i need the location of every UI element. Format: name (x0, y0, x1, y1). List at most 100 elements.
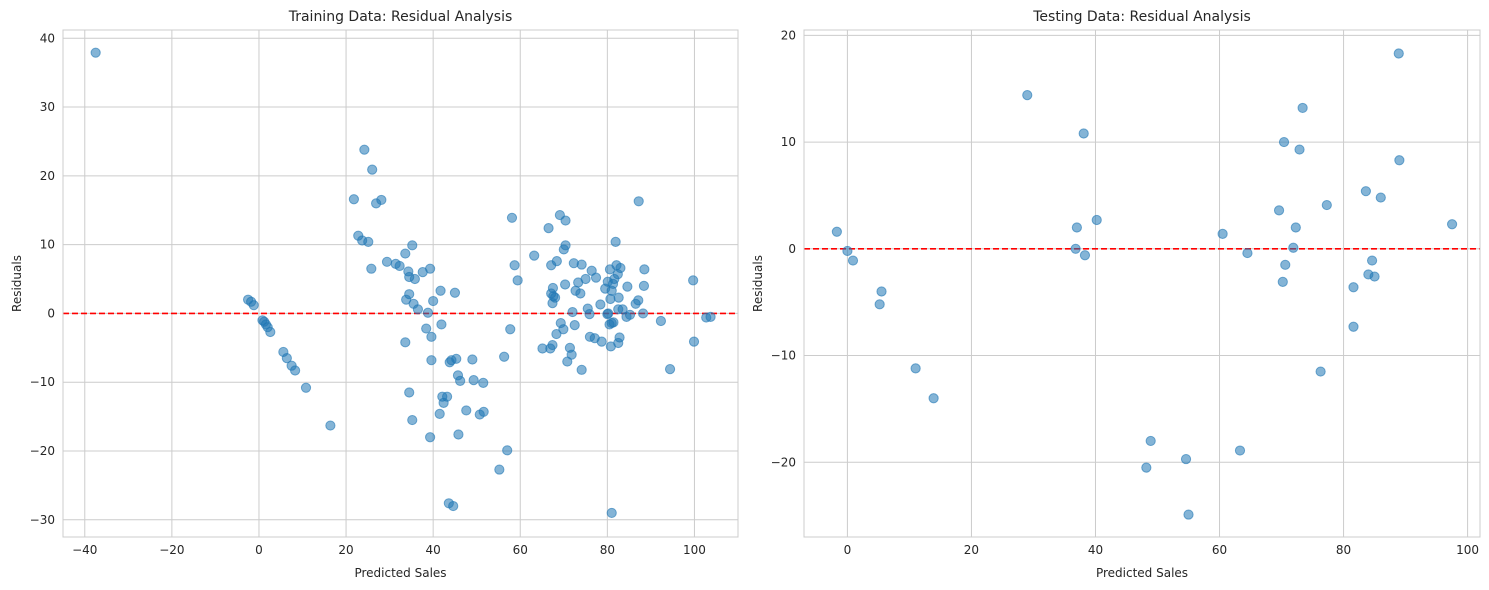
training-data-point (576, 259, 587, 270)
training-data-point (422, 307, 434, 318)
training-data-point (300, 382, 312, 393)
training-data-point (512, 275, 523, 286)
testing-y-tick-label: 10 (781, 135, 796, 149)
training-data-point (367, 164, 378, 175)
training-data-point (584, 309, 595, 320)
training-data-point (590, 272, 602, 283)
training-plot-frame (62, 29, 739, 538)
training-data-point (376, 194, 387, 206)
testing-y-axis-label: Residuals (751, 255, 765, 312)
training-data-point (638, 280, 650, 292)
training-data-point (664, 364, 676, 375)
training-data-point (615, 262, 626, 274)
training-data-point (622, 281, 633, 292)
testing-data-point (1394, 155, 1405, 166)
training-data-point (381, 256, 393, 267)
testing-data-point (1446, 219, 1458, 230)
training-data-point (468, 375, 479, 386)
training-data-point (603, 308, 614, 319)
testing-data-point (1348, 321, 1359, 332)
training-x-tick-label: 20 (338, 543, 353, 557)
testing-y-tick-label: 20 (781, 28, 796, 42)
training-data-point (435, 285, 446, 296)
training-data-point (509, 260, 520, 271)
training-data-point (407, 240, 418, 251)
training-data-point (567, 306, 578, 318)
training-data-point (613, 292, 624, 303)
training-data-point (451, 353, 462, 364)
training-data-point (633, 196, 644, 207)
training-data-point (705, 311, 716, 322)
testing-data-point (1315, 366, 1326, 377)
testing-x-tick-label: 40 (1088, 543, 1103, 557)
training-data-point (281, 353, 292, 364)
training-data-point (560, 215, 571, 226)
training-data-point (248, 300, 259, 311)
training-data-point (614, 332, 625, 343)
training-data-point (478, 377, 489, 389)
training-y-tick-label: −10 (30, 375, 55, 389)
testing-data-point (1297, 102, 1308, 114)
training-data-point (265, 326, 276, 338)
training-data-point (467, 354, 478, 365)
training-data-point (596, 336, 607, 347)
testing-x-axis-label: Predicted Sales (1096, 566, 1188, 580)
training-data-point (425, 432, 436, 443)
testing-x-tick-label: 60 (1212, 543, 1227, 557)
training-data-point (529, 250, 540, 261)
training-x-tick-label: 80 (600, 543, 615, 557)
training-data-point (505, 324, 516, 335)
testing-y-tick-label: −10 (771, 349, 796, 363)
training-data-point (434, 408, 445, 419)
training-data-point (441, 391, 453, 402)
testing-data-point (1277, 276, 1288, 287)
training-data-point (624, 309, 636, 320)
training-x-tick-label: 0 (255, 543, 263, 557)
training-data-point (506, 212, 518, 223)
testing-data-point (1369, 271, 1380, 282)
training-y-tick-label: −20 (30, 444, 55, 458)
training-data-point (688, 275, 699, 286)
training-data-point (551, 256, 562, 267)
testing-data-point (1079, 250, 1091, 261)
testing-data-point (847, 255, 859, 266)
testing-y-tick-label: −20 (771, 455, 796, 469)
training-data-point (580, 273, 591, 285)
training-y-tick-label: 30 (40, 100, 55, 114)
training-data-point (366, 263, 377, 274)
testing-x-tick-label: 100 (1456, 543, 1479, 557)
testing-data-point (874, 299, 885, 310)
training-data-point (400, 248, 411, 259)
training-data-point (426, 331, 437, 342)
training-data-point (407, 414, 418, 426)
training-data-point (461, 405, 472, 416)
testing-data-point (1278, 136, 1290, 148)
training-data-point (412, 304, 424, 315)
training-data-point (558, 324, 569, 335)
training-x-axis-label: Predicted Sales (354, 566, 446, 580)
testing-data-point (831, 226, 842, 237)
testing-data-point (1348, 282, 1359, 293)
training-data-point (428, 295, 439, 307)
training-data-point (547, 339, 558, 351)
training-data-point (455, 375, 466, 386)
testing-data-point (1070, 243, 1081, 254)
training-data-point (478, 406, 489, 417)
testing-data-point (1242, 247, 1253, 259)
training-data-point (560, 279, 571, 290)
training-data-point (499, 351, 510, 362)
testing-data-point (842, 245, 853, 257)
testing-data-point (1375, 192, 1386, 203)
testing-data-point (1180, 453, 1192, 465)
training-data-point (605, 293, 616, 305)
training-data-point (610, 236, 621, 247)
testing-x-tick-label: 20 (964, 543, 979, 557)
testing-x-tick-label: 0 (844, 543, 852, 557)
testing-data-point (1294, 144, 1305, 155)
training-y-axis-label: Residuals (10, 255, 24, 312)
training-data-point (655, 315, 667, 327)
training-x-tick-label: 60 (513, 543, 528, 557)
training-data-point (426, 355, 437, 366)
training-x-tick-label: 40 (426, 543, 441, 557)
